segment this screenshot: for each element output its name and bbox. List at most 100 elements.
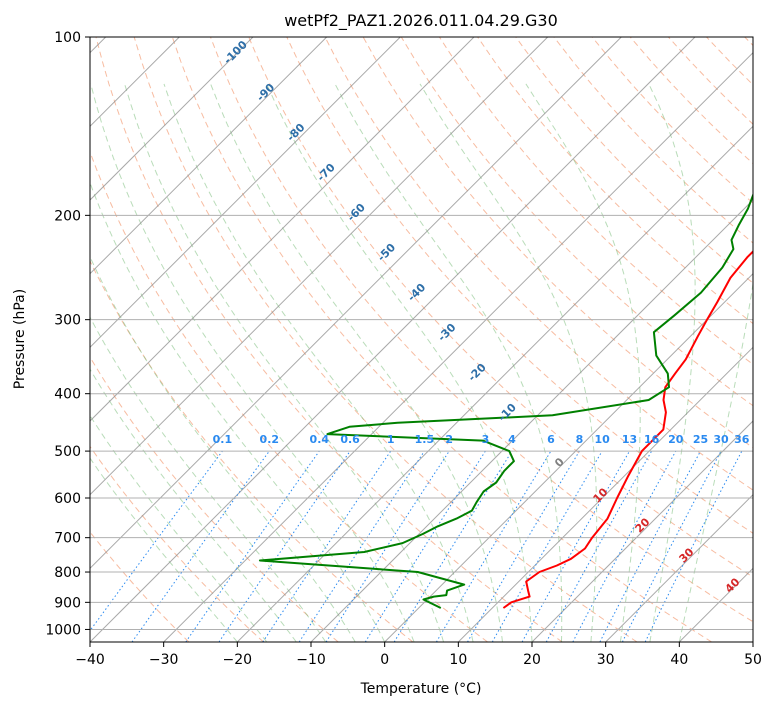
mixing-ratio-label: 1 [387, 433, 395, 446]
mixing-ratio-line [325, 450, 450, 642]
dry-adiabat [171, 37, 712, 642]
mixing-ratio-line [644, 450, 743, 642]
y-tick-label: 400 [54, 387, 81, 403]
isotherm [90, 37, 549, 496]
moist-adiabat [90, 255, 356, 642]
plot-area [90, 37, 753, 642]
background-lines [90, 37, 753, 642]
y-tick-label: 800 [54, 565, 81, 581]
mixing-ratio-line [218, 450, 351, 642]
moist-adiabat [678, 280, 753, 642]
isotherm [90, 37, 254, 201]
mixing-ratio-line [262, 450, 392, 642]
mixing-ratio-label: 10 [594, 433, 610, 446]
x-tick-label: −30 [149, 652, 179, 668]
mixing-ratio-line [521, 450, 630, 642]
mixing-ratio-line [393, 450, 513, 642]
moist-adiabat [210, 83, 503, 642]
chart-title: wetPf2_PAZ1.2026.011.04.29.G30 [284, 11, 558, 31]
isotherm [236, 125, 753, 642]
dry-adiabat [133, 37, 638, 642]
profile-lines [258, 192, 753, 609]
y-tick-label: 500 [54, 444, 81, 460]
isotherm [384, 272, 753, 642]
mixing-ratio-label: 13 [622, 433, 637, 446]
mixing-ratio-label: 2 [445, 433, 453, 446]
mixing-ratio-line [572, 450, 677, 642]
mixing-ratio-label: 0.2 [260, 433, 280, 446]
mixing-ratio-label: 36 [734, 433, 750, 446]
moist-adiabat [419, 83, 598, 642]
moist-adiabat [163, 83, 474, 642]
mixing-ratio-label: 25 [693, 433, 708, 446]
isotherm [90, 37, 622, 570]
isotherm [90, 37, 475, 422]
mixing-ratio-label: 16 [644, 433, 660, 446]
moist-adiabat [90, 181, 386, 642]
isotherm [163, 51, 753, 642]
moist-adiabat [90, 414, 268, 642]
moist-adiabat [648, 83, 696, 642]
mixing-ratio-line [90, 450, 223, 632]
moist-adiabat [90, 316, 327, 642]
moist-adiabat [334, 83, 563, 642]
isotherm [531, 420, 753, 642]
moist-adiabat [90, 83, 415, 642]
profile-line [258, 192, 753, 609]
isotherm [310, 199, 753, 642]
isotherm [90, 37, 328, 275]
isotherm [90, 37, 696, 642]
dry-adiabat [515, 37, 753, 284]
y-tick-label: 200 [54, 208, 81, 224]
mixing-ratio-label: 6 [547, 433, 555, 446]
moist-adiabat [90, 368, 297, 642]
mixing-ratio-label: 0.6 [340, 433, 360, 446]
x-tick-label: 50 [744, 652, 762, 668]
dry-adiabat [90, 445, 264, 642]
mixing-ratio-label: 30 [713, 433, 729, 446]
y-axis-label: Pressure (hPa) [12, 289, 28, 389]
moist-adiabat [525, 83, 641, 642]
plot-frame [89, 36, 754, 643]
mixing-ratio-label: 3 [482, 433, 490, 446]
x-tick-label: −20 [223, 652, 253, 668]
dry-adiabat [210, 37, 753, 623]
x-axis-label: Temperature (°C) [360, 681, 482, 697]
x-tick-label: −10 [296, 652, 326, 668]
profile-line [502, 250, 753, 609]
y-tick-label: 900 [54, 595, 81, 611]
dry-adiabat [90, 259, 414, 642]
moist-adiabat [90, 457, 238, 642]
y-tick-label: 300 [54, 313, 81, 329]
dry-adiabat [95, 37, 563, 642]
moist-adiabat [266, 83, 533, 642]
mixing-ratio-label: 4 [508, 433, 516, 446]
isotherm [457, 346, 753, 642]
mixing-ratio-line [298, 450, 425, 642]
y-tick-label: 700 [54, 531, 81, 547]
y-tick-label: 1000 [45, 622, 81, 638]
mixing-ratio-line [545, 450, 653, 642]
x-axis-ticks: −40 −30 −20 −10 0 10 20 30 40 50 [75, 642, 762, 668]
y-tick-label: 100 [54, 30, 81, 46]
isotherm [605, 493, 753, 642]
x-tick-label: 10 [449, 652, 467, 668]
background-line-labels: 0.1 0.2 0.4 0.6 1 1.5 2 3 4 6 8 10 13 16 20 25 30 36-100-… [213, 38, 750, 596]
mixing-ratio-label: 8 [576, 433, 584, 446]
mixing-ratio-label: 0.4 [310, 433, 330, 446]
isotherm [90, 37, 401, 349]
mixing-ratio-line [131, 450, 270, 642]
x-tick-label: 40 [670, 652, 688, 668]
dry-adiabat [286, 37, 753, 534]
mixing-ratio-line [185, 450, 320, 642]
x-tick-label: −40 [75, 652, 105, 668]
x-tick-label: 0 [380, 652, 389, 668]
y-axis-ticks: 100 200 300 400 500 600 700 800 900 1000 [45, 30, 90, 638]
y-tick-label: 600 [54, 491, 81, 507]
dry-adiabat [324, 37, 753, 491]
x-tick-label: 20 [523, 652, 541, 668]
mixing-ratio-label: 20 [668, 433, 684, 446]
x-tick-label: 30 [597, 652, 615, 668]
mixing-ratio-label: 1.5 [415, 433, 435, 446]
